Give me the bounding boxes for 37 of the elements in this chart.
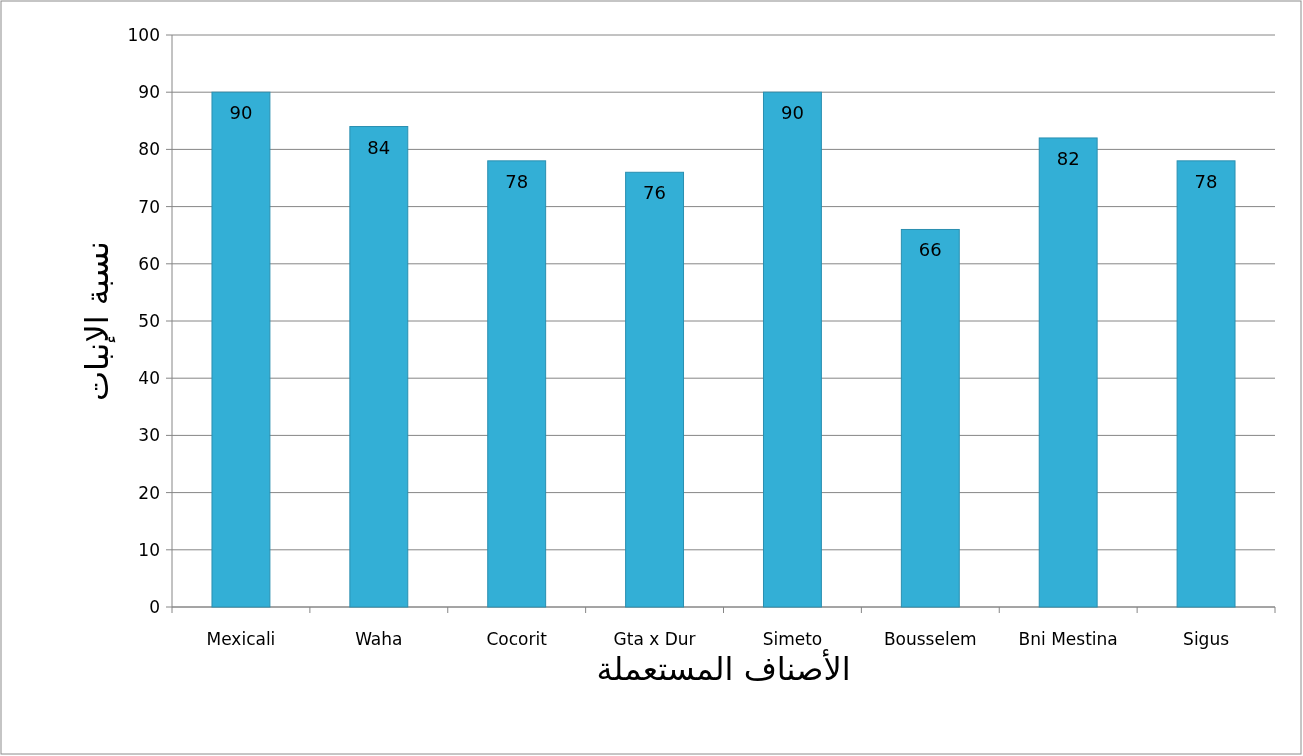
- x-tick-label: Waha: [355, 629, 403, 649]
- x-tick-label: Simeto: [762, 629, 823, 649]
- y-tick-label: 20: [138, 482, 160, 503]
- y-tick-label: 40: [138, 368, 160, 389]
- bar: [211, 91, 271, 608]
- data-label: 76: [643, 182, 667, 204]
- data-label: 78: [505, 170, 529, 192]
- y-tick-label: 80: [138, 139, 160, 160]
- y-tick-label: 70: [138, 196, 160, 217]
- y-tick-label: 60: [138, 253, 160, 274]
- x-tick-label: Mexicali: [206, 629, 276, 649]
- data-label: 66: [918, 239, 942, 261]
- data-label: 90: [229, 102, 253, 124]
- y-tick-label: 50: [138, 311, 160, 331]
- bar: [1176, 160, 1236, 608]
- y-tick-label: 100: [127, 25, 160, 45]
- x-tick-label: Bousselem: [883, 629, 977, 649]
- bar: [349, 126, 409, 608]
- bar: [900, 228, 960, 608]
- bar: [762, 91, 822, 608]
- x-tick-label: Cocorit: [486, 629, 548, 649]
- data-label: 84: [367, 136, 391, 158]
- x-tick-label: Sigus: [1183, 629, 1230, 649]
- y-tick-label: 0: [149, 597, 160, 617]
- data-label: 90: [780, 102, 804, 124]
- bar: [1038, 137, 1098, 608]
- y-tick-label: 30: [138, 425, 160, 446]
- data-label: 82: [1056, 147, 1080, 169]
- y-tick-label: 90: [138, 82, 160, 103]
- x-tick-label: Gta x Dur: [613, 629, 696, 649]
- x-tick-label: Bni Mestina: [1018, 629, 1118, 649]
- y-tick-label: 10: [138, 539, 160, 560]
- bar: [625, 171, 685, 608]
- x-axis-title: الأصناف المستعملة: [596, 649, 851, 688]
- y-axis-title: نسبة الإنبات: [78, 240, 116, 402]
- data-label: 78: [1194, 170, 1218, 192]
- bar: [487, 160, 547, 608]
